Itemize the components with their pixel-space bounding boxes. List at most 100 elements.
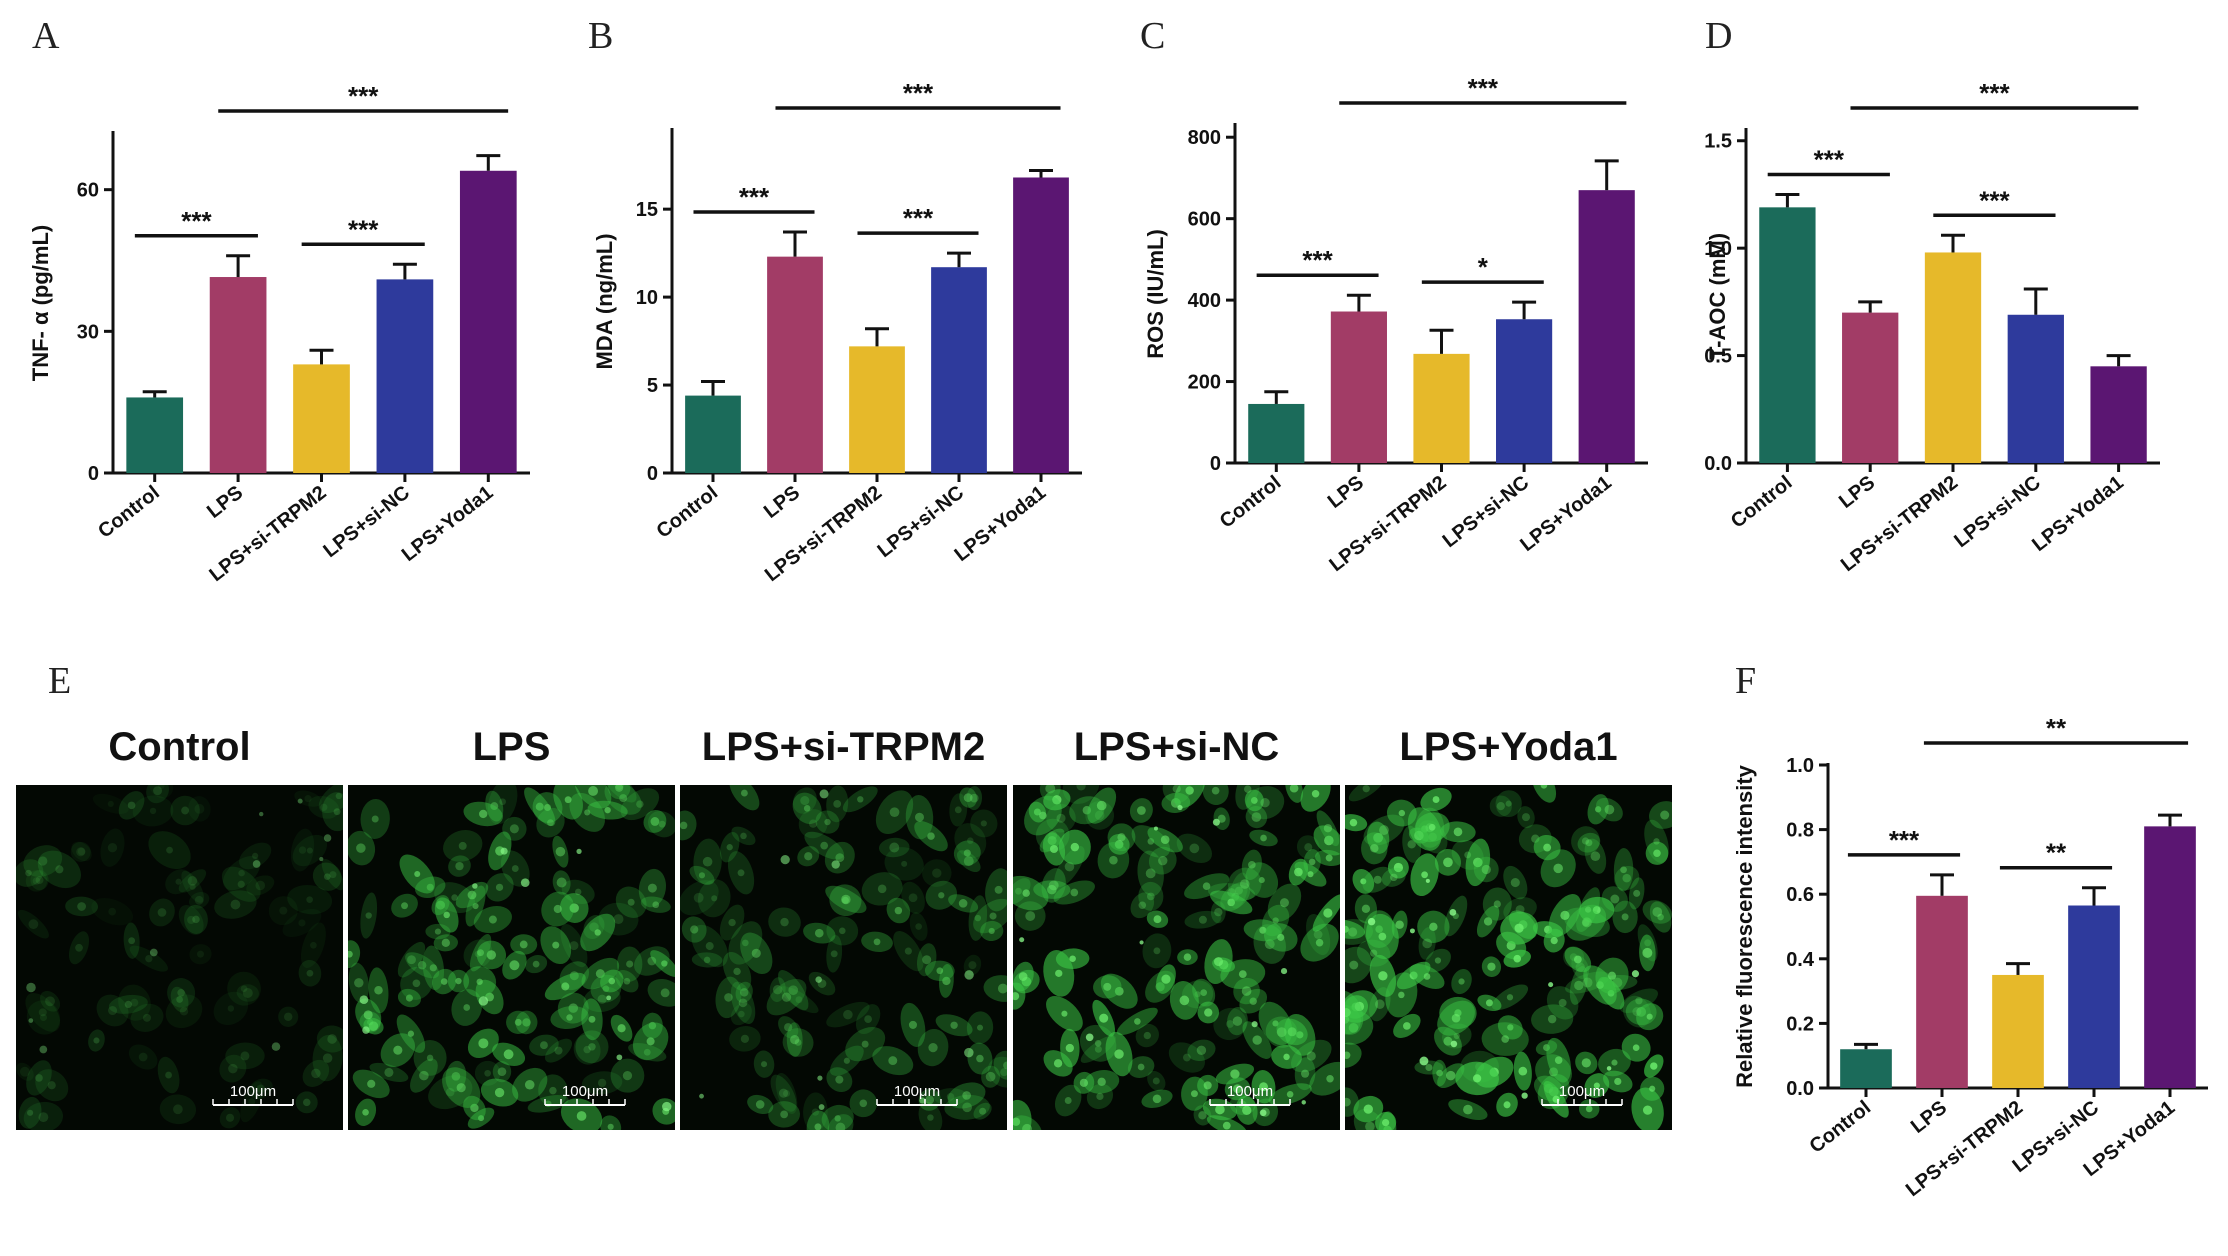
bar-lps-yoda1 [1578, 190, 1635, 464]
significance-label: ** [2046, 838, 2067, 868]
y-tick-label: 0 [1210, 453, 1221, 475]
bar-lps [1330, 311, 1387, 463]
y-tick-label: 0.0 [1704, 453, 1732, 475]
y-tick-label: 15 [636, 199, 658, 221]
micrograph-title: LPS+si-TRPM2 [702, 725, 985, 769]
y-tick-label: 0.6 [1786, 884, 1814, 906]
y-tick-label: 0.4 [1786, 949, 1815, 971]
category-label: Control [94, 482, 164, 543]
category-label: Control [1216, 472, 1286, 533]
bar-lps-si-nc [2007, 314, 2064, 463]
bar-control [1248, 403, 1305, 463]
significance-label: *** [1979, 78, 2010, 108]
bar-lps [767, 256, 823, 473]
significance-label: *** [903, 203, 934, 233]
y-axis-label: MDA (ng/mL) [592, 233, 617, 369]
bar-lps-si-nc [931, 267, 987, 473]
bar-lps-yoda1 [2090, 366, 2147, 463]
bar-lps-si-trpm2 [293, 364, 350, 473]
micrograph-background [680, 785, 1007, 1130]
significance-label: *** [1302, 245, 1333, 275]
bar-lps-si-nc [376, 279, 434, 473]
y-axis-label: Relative fluorescence intensity [1732, 764, 1757, 1088]
bar-control [1840, 1049, 1892, 1088]
y-tick-label: 10 [636, 287, 658, 309]
category-label: LPS+Yoda1 [951, 482, 1051, 567]
bar-lps-si-trpm2 [849, 346, 905, 473]
cell-field [348, 785, 675, 1130]
chart-f: 0.0 0.2 0.4 0.6 0.8 1.0 Relative fluorescence … [1732, 713, 2208, 1201]
panel-label-f: F [1735, 660, 1756, 702]
significance-label: *** [1889, 825, 1920, 855]
bar-lps-si-nc [1496, 319, 1553, 463]
significance-label: ** [2046, 713, 2067, 743]
scale-bar-label: 100μm [562, 1083, 608, 1100]
y-tick-label: 200 [1188, 372, 1221, 394]
micrograph-title: Control [108, 725, 250, 769]
category-label: LPS+Yoda1 [2028, 472, 2128, 557]
y-tick-label: 0.2 [1786, 1013, 1814, 1035]
cell-field [16, 785, 343, 1130]
y-tick-label: 1.5 [1704, 131, 1732, 153]
bar-lps-yoda1 [2144, 826, 2196, 1088]
panel-label-e: E [48, 660, 71, 702]
bar-control [685, 395, 741, 473]
bar-lps-yoda1 [1013, 177, 1069, 473]
micrograph-lps-yoda1: LPS+Yoda1 100μm [1345, 725, 1672, 1130]
cell-field [680, 785, 1007, 1130]
scale-bar-label: 100μm [1559, 1083, 1605, 1100]
micrograph-lps-si-trpm2: LPS+si-TRPM2 100μm [680, 725, 1007, 1130]
y-axis-label: ROS (IU/mL) [1143, 229, 1168, 359]
bar-lps-si-trpm2 [1924, 252, 1982, 463]
panel-label-c: C [1140, 15, 1165, 57]
micrograph-title: LPS [473, 725, 551, 769]
y-tick-label: 0.8 [1786, 820, 1814, 842]
y-tick-label: 5 [647, 375, 658, 397]
significance-label: *** [348, 81, 379, 111]
y-tick-label: 400 [1188, 290, 1221, 312]
y-tick-label: 0.5 [1704, 346, 1732, 368]
bar-lps-yoda1 [459, 170, 517, 473]
bar-control [1759, 207, 1816, 463]
micrograph-lps-si-nc: LPS+si-NC 100μm [1013, 725, 1340, 1130]
bar-lps-si-trpm2 [1413, 353, 1470, 463]
category-label: LPS [1907, 1097, 1951, 1138]
significance-label: *** [739, 182, 770, 212]
micrograph-title: LPS+si-NC [1074, 725, 1280, 769]
cell-field [1013, 785, 1340, 1130]
category-label: LPS [1835, 472, 1879, 513]
category-label: Control [1806, 1097, 1876, 1158]
significance-label: * [1478, 252, 1489, 282]
category-label: LPS [1324, 472, 1368, 513]
significance-label: *** [1814, 144, 1845, 174]
scale-bar-label: 100μm [230, 1083, 276, 1100]
category-label: LPS [760, 482, 804, 523]
y-tick-label: 0 [647, 463, 658, 485]
significance-label: *** [348, 214, 379, 244]
bar-lps [1916, 895, 1968, 1088]
scale-bar-label: 100μm [894, 1083, 940, 1100]
y-tick-label: 60 [77, 180, 99, 202]
bar-control [126, 397, 184, 473]
panel-label-d: D [1705, 15, 1732, 57]
bar-lps [1842, 312, 1899, 463]
significance-label: *** [1468, 73, 1499, 103]
y-tick-label: 800 [1188, 127, 1221, 149]
bar-charts: 0 30 60 TNF- α (pg/mL) Control LPS LPS+si-TRPM… [28, 73, 2208, 1201]
category-label: Control [653, 482, 723, 543]
category-label: LPS+Yoda1 [398, 482, 498, 567]
y-axis-label: T-AOC (mM) [1705, 233, 1730, 360]
micrograph-title: LPS+Yoda1 [1399, 725, 1617, 769]
micrograph-panel: Control100μmLPS100μmLPS+si-TRPM2100μmLPS… [16, 725, 1672, 1130]
category-label: LPS [203, 482, 247, 523]
significance-label: *** [903, 78, 934, 108]
micrograph-background [16, 785, 343, 1130]
panel-label-b: B [588, 15, 613, 57]
micrograph-control: Control 100μm [16, 725, 343, 1130]
y-axis-label: TNF- α (pg/mL) [28, 225, 53, 381]
category-label: LPS+Yoda1 [1516, 472, 1616, 557]
y-tick-label: 600 [1188, 209, 1221, 231]
